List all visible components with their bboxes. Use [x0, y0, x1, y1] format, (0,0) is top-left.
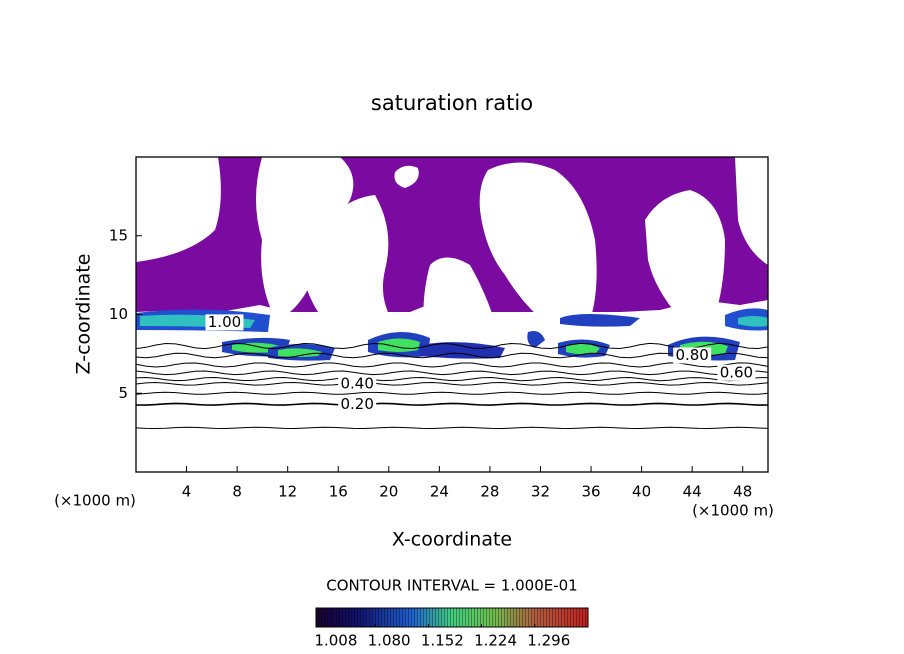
contour-label: 0.40 [340, 374, 373, 392]
contour-line [136, 342, 768, 350]
x-tick-label: 44 [683, 483, 702, 501]
annotation: CONTOUR INTERVAL = 1.000E-01 [326, 577, 577, 595]
x-axis-label: X-coordinate [392, 529, 512, 551]
y-tick-label: 10 [109, 305, 128, 323]
y-tick-label: 5 [118, 384, 128, 402]
contour-label: 0.20 [340, 395, 373, 413]
contour-line [136, 352, 768, 359]
x-tick-label: 32 [531, 483, 550, 501]
contour-label-bg [338, 396, 377, 413]
x-tick-label: 4 [182, 483, 192, 501]
x-tick-label: 16 [329, 483, 348, 501]
x-unit: (×1000 m) [692, 502, 774, 520]
contour-label: 1.00 [208, 313, 241, 331]
colorbar-tick-label: 1.008 [314, 632, 357, 650]
field [136, 157, 768, 472]
colorbar-tick-label: 1.224 [474, 632, 517, 650]
colorbar-tick-label: 1.080 [368, 632, 411, 650]
contour-label-bg [673, 347, 712, 364]
contour-label-bg [338, 375, 377, 392]
contour-label: 0.60 [720, 363, 753, 381]
colorbar-frame [315, 607, 589, 628]
x-tick-label: 48 [733, 483, 752, 501]
contour-line [136, 362, 768, 368]
colorbar-tick-label: 1.296 [527, 632, 570, 650]
x-tick-label: 8 [232, 483, 242, 501]
chart-title: saturation ratio [371, 91, 533, 115]
x-tick-label: 12 [278, 483, 297, 501]
unsaturated-region [136, 157, 768, 345]
contour-line [136, 381, 768, 386]
contour-lines [136, 342, 768, 430]
x-tick-label: 20 [379, 483, 398, 501]
contour-line [136, 370, 768, 376]
x-tick-label: 36 [581, 483, 600, 501]
x-tick-label: 24 [430, 483, 449, 501]
y-unit: (×1000 m) [54, 492, 136, 510]
colorbar-tick-label: 1.152 [421, 632, 464, 650]
contour-line [136, 426, 768, 430]
x-tick-label: 28 [480, 483, 499, 501]
contour-label: 0.80 [675, 346, 708, 364]
contour-label-bg [205, 314, 244, 331]
contour-line [136, 376, 768, 382]
y-tick-label: 15 [109, 226, 128, 244]
contour-line [136, 391, 768, 395]
x-tick-label: 40 [632, 483, 651, 501]
y-axis-label: Z-coordinate [73, 254, 95, 375]
contour-line [136, 402, 768, 406]
contour-label-bg [717, 364, 756, 381]
